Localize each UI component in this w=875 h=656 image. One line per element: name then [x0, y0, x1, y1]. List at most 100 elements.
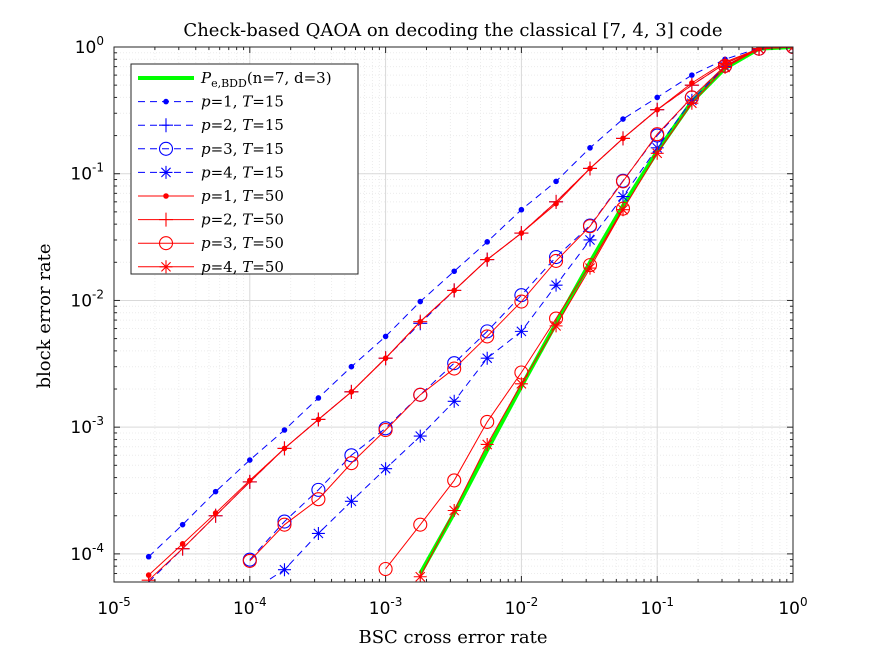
data-point [620, 116, 626, 122]
data-point [447, 503, 461, 517]
marker-star [447, 503, 461, 517]
marker-star [480, 351, 494, 365]
marker-star [514, 377, 528, 391]
series-0 [418, 47, 793, 575]
marker-dot [417, 298, 424, 305]
marker-circle [158, 141, 174, 156]
marker-circle [480, 324, 495, 339]
data-point [514, 365, 529, 380]
marker-dot [163, 193, 169, 199]
marker-plus [378, 351, 393, 366]
axis-ticks [113, 46, 794, 583]
bdd-curve-line [418, 47, 793, 575]
data-point [311, 482, 326, 497]
marker-dot [587, 145, 593, 151]
data-point [447, 361, 462, 376]
legend-swatch-marker [158, 236, 174, 251]
marker-circle [582, 258, 598, 273]
marker-plus [311, 412, 326, 427]
marker-dot [212, 488, 219, 495]
marker-circle [311, 492, 326, 507]
data-point [208, 508, 223, 523]
marker-circle [413, 387, 428, 402]
data-point [344, 456, 359, 471]
x-tick-labels: 10-5 10-4 10-3 10-2 10-1 100 [97, 595, 807, 619]
marker-plus [159, 212, 173, 227]
data-point [451, 268, 457, 275]
marker-plus [242, 474, 257, 489]
marker-star [514, 324, 528, 338]
data-point [549, 250, 564, 265]
marker-star [480, 437, 494, 451]
data-point [447, 394, 461, 408]
series-line [148, 47, 793, 558]
marker-circle [549, 250, 564, 265]
data-point [553, 178, 559, 185]
marker-star [650, 146, 664, 160]
data-point [277, 517, 292, 532]
data-point [616, 190, 630, 204]
data-point [549, 194, 564, 209]
marker-circle [447, 473, 462, 488]
data-point [650, 127, 665, 142]
marker-dot [179, 521, 186, 528]
x-tick-label: 100 [778, 595, 807, 619]
data-point [518, 206, 525, 213]
legend-item: p=2, T=50 [138, 211, 284, 229]
marker-star [752, 47, 766, 56]
series-layer [141, 47, 793, 582]
data-point [480, 329, 495, 344]
marker-circle [344, 448, 359, 463]
data-point [348, 363, 355, 370]
marker-star [379, 462, 393, 476]
legend-item: p=1, T=50 [138, 187, 284, 205]
data-point [480, 414, 495, 429]
data-point [582, 258, 598, 273]
marker-dot [518, 206, 525, 213]
data-point [417, 298, 424, 305]
data-point [378, 422, 393, 438]
marker-plus [684, 78, 699, 93]
marker-star [159, 165, 173, 179]
marker-circle [447, 361, 462, 376]
data-point [689, 72, 695, 78]
marker-dot [654, 94, 661, 101]
marker-circle [582, 219, 598, 234]
marker-plus [141, 573, 156, 582]
x-tick-label: 10-5 [97, 595, 131, 619]
marker-circle [650, 127, 665, 142]
data-point [315, 395, 322, 401]
marker-star [685, 96, 699, 110]
marker-plus [582, 161, 597, 176]
marker-circle [311, 482, 326, 497]
marker-star [583, 233, 597, 247]
data-point [684, 78, 699, 93]
data-point [752, 47, 766, 56]
marker-circle [615, 174, 631, 189]
marker-dot [553, 178, 559, 185]
marker-star [549, 278, 563, 292]
y-tick-labels: 10-4 10-3 10-2 10-1 100 [70, 34, 104, 565]
marker-dot [281, 427, 288, 433]
marker-plus [413, 314, 428, 329]
y-tick-label: 10-1 [70, 161, 104, 185]
marker-circle [378, 422, 393, 438]
data-point [447, 473, 462, 488]
data-point [277, 563, 291, 577]
legend-label: p=4, T=50 [201, 258, 284, 276]
legend-item: p=4, T=15 [138, 163, 284, 181]
x-tick-label: 10-4 [233, 595, 267, 619]
data-point [212, 488, 219, 495]
data-point [616, 131, 631, 146]
data-point [413, 429, 427, 443]
marker-plus [480, 252, 495, 267]
legend-item: p=2, T=15 [138, 116, 284, 134]
data-point [311, 412, 326, 427]
x-tick-label: 10-1 [640, 595, 674, 619]
plot-frame [113, 46, 794, 583]
marker-circle [344, 456, 359, 471]
legend-swatch-marker [159, 165, 173, 179]
extra-series-line [385, 208, 624, 570]
legend-swatch-marker [159, 260, 173, 274]
marker-plus [514, 226, 529, 241]
